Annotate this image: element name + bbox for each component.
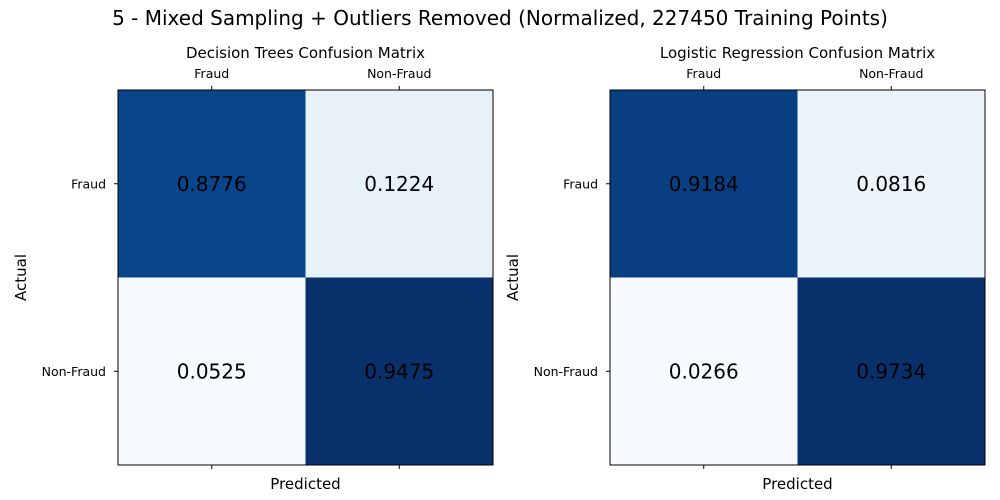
- y-tick-label: Non-Fraud: [534, 364, 598, 379]
- matrix-cell-1-1: [305, 277, 493, 465]
- x-tick-label: Fraud: [194, 66, 229, 81]
- matrix-cell-0-1: [305, 90, 493, 278]
- x-tick-label: Fraud: [686, 66, 721, 81]
- matrix-cell-1-1: [797, 277, 985, 465]
- axes-frame: [117, 89, 494, 466]
- chart-title: Decision Trees Confusion Matrix: [186, 44, 425, 62]
- y-tick-label: Fraud: [71, 176, 106, 191]
- y-tick-label: Non-Fraud: [42, 364, 106, 379]
- y-tick-label: Fraud: [563, 176, 598, 191]
- matrix-cell-0-0: [610, 90, 798, 278]
- x-axis-label: Predicted: [762, 475, 832, 493]
- decision-trees-panel: 0.8776 0.1224 0.0525 0.9475 Decision Trees C…: [12, 44, 494, 493]
- matrix-cell-0-1: [797, 90, 985, 278]
- x-tick-label: Non-Fraud: [367, 66, 431, 81]
- cell-value-label-0-0: 0.8776: [177, 172, 247, 196]
- cell-value-label-0-0: 0.9184: [669, 172, 739, 196]
- axes-frame: [609, 89, 986, 466]
- x-tick-label: Non-Fraud: [859, 66, 923, 81]
- matrix-cell-0-0: [118, 90, 306, 278]
- cell-value-label-1-0: 0.0525: [177, 359, 247, 383]
- cell-value-label-0-1: 0.0816: [856, 172, 926, 196]
- figure-title: 5 - Mixed Sampling + Outliers Removed (N…: [112, 6, 888, 30]
- cell-value-label-0-1: 0.1224: [364, 172, 434, 196]
- x-axis-label: Predicted: [270, 475, 340, 493]
- chart-title: Logistic Regression Confusion Matrix: [660, 44, 935, 62]
- cell-value-label-1-0: 0.0266: [669, 359, 739, 383]
- y-axis-label: Actual: [12, 254, 30, 301]
- cell-value-label-1-1: 0.9475: [364, 359, 434, 383]
- y-axis-label: Actual: [504, 254, 522, 301]
- logistic-regression-panel: 0.9184 0.0816 0.0266 0.9734 Logistic Regress…: [504, 44, 986, 493]
- matrix-cell-1-0: [118, 277, 306, 465]
- cell-value-label-1-1: 0.9734: [856, 359, 926, 383]
- matrix-cell-1-0: [610, 277, 798, 465]
